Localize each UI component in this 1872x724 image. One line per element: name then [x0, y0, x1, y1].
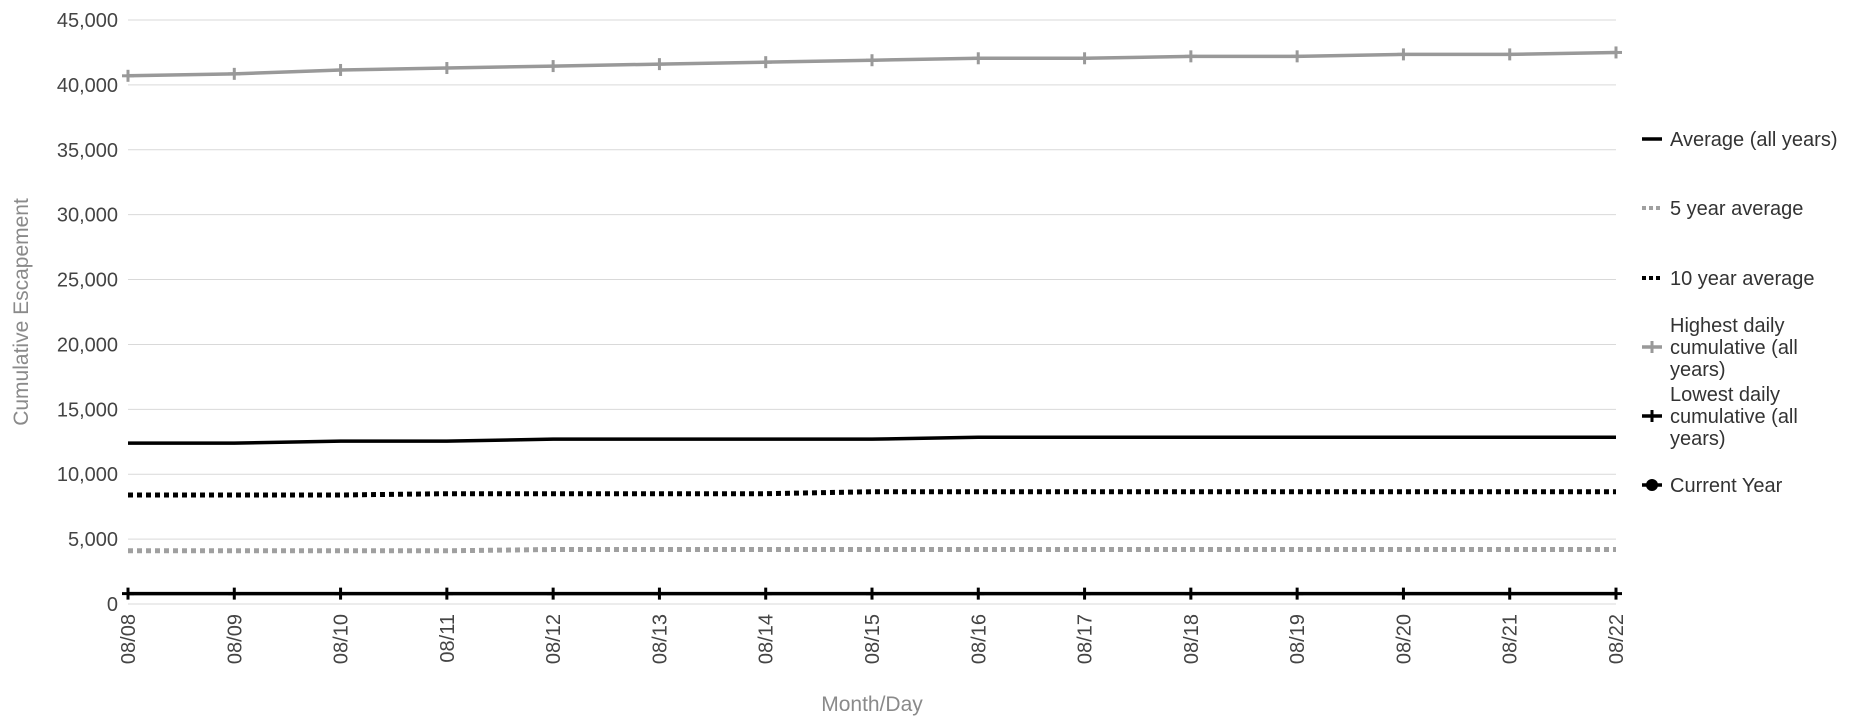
data-point — [759, 56, 772, 69]
x-tick-label: 08/13 — [649, 614, 671, 664]
data-point — [122, 69, 134, 82]
data-point — [653, 587, 666, 600]
data-point — [334, 63, 347, 76]
legend-label: 10 year average — [1670, 268, 1815, 290]
x-tick-label: 08/19 — [1287, 614, 1309, 664]
data-point — [759, 587, 772, 600]
data-point — [1078, 52, 1091, 65]
legend-item: Average (all years) — [1642, 129, 1837, 151]
series — [122, 587, 1622, 600]
data-point — [1184, 50, 1197, 63]
data-point — [1291, 50, 1304, 63]
data-point — [866, 587, 878, 600]
x-tick-label: 08/21 — [1500, 614, 1522, 664]
x-tick-label: 08/10 — [331, 614, 353, 664]
y-tick-label: 0 — [107, 594, 118, 616]
x-axis-title: Month/Day — [821, 693, 923, 716]
legend: Average (all years) 5 year average 10 year… — [1642, 129, 1837, 497]
x-tick-label: 08/16 — [968, 614, 990, 664]
y-tick-label: 15,000 — [57, 399, 118, 421]
y-tick-label: 30,000 — [57, 205, 118, 227]
x-tick-label: 08/20 — [1393, 614, 1415, 664]
series — [128, 435, 1616, 445]
y-tick-label: 10,000 — [57, 464, 118, 486]
data-point — [1078, 587, 1091, 600]
series — [128, 489, 1616, 498]
data-point — [653, 58, 666, 71]
x-tick-label: 08/18 — [1181, 614, 1203, 664]
data-point — [122, 587, 134, 600]
data-point — [1291, 587, 1304, 600]
legend-item: Current Year — [1642, 475, 1783, 497]
legend-item: 10 year average — [1642, 268, 1815, 290]
x-tick-label: 08/12 — [543, 614, 565, 664]
data-point — [1397, 48, 1410, 61]
legend-item: Highest daily cumulative (all years) — [1642, 315, 1798, 381]
legend-item: Lowest daily cumulative (all years) — [1642, 384, 1798, 450]
series-line — [128, 435, 1616, 445]
y-tick-label: 25,000 — [57, 270, 118, 292]
data-point — [440, 62, 453, 75]
data-point — [228, 67, 241, 80]
legend-label: Average (all years) — [1670, 129, 1837, 151]
y-tick-label: 45,000 — [57, 10, 118, 32]
legend-label: Highest daily cumulative (all years) — [1670, 315, 1798, 381]
data-point — [1610, 46, 1622, 59]
series-line — [128, 546, 1616, 554]
data-point — [866, 54, 878, 67]
x-tick-label: 08/17 — [1075, 614, 1097, 664]
data-point — [1646, 341, 1658, 353]
series — [128, 546, 1616, 554]
x-tick-label: 08/22 — [1606, 614, 1628, 664]
data-point — [1503, 48, 1516, 61]
data-point — [1646, 410, 1658, 422]
data-point — [1610, 587, 1622, 600]
y-tick-label: 5,000 — [68, 529, 118, 551]
x-tick-label: 08/08 — [118, 614, 140, 664]
series — [122, 46, 1622, 82]
legend-label: 5 year average — [1670, 198, 1803, 220]
series-line — [128, 489, 1616, 498]
data-point — [547, 587, 560, 600]
y-tick-label: 40,000 — [57, 75, 118, 97]
x-tick-label: 08/09 — [224, 614, 246, 664]
x-tick-label: 08/11 — [437, 614, 459, 663]
data-point — [972, 52, 985, 65]
x-tick-label: 08/15 — [862, 614, 884, 664]
data-point — [440, 587, 453, 600]
data-point — [547, 60, 560, 73]
data-point — [228, 587, 241, 600]
data-point — [1397, 587, 1410, 600]
y-tick-label: 20,000 — [57, 334, 118, 356]
gridlines — [128, 19, 1616, 605]
legend-label: Lowest daily cumulative (all years) — [1670, 384, 1798, 450]
legend-label: Current Year — [1670, 475, 1783, 497]
y-tick-label: 35,000 — [57, 140, 118, 162]
data-point — [1503, 587, 1516, 600]
data-point — [1184, 587, 1197, 600]
y-axis-ticks: 0 5,000 10,000 15,000 20,000 25,000 30,000 35,0… — [57, 10, 118, 616]
data-point — [972, 587, 985, 600]
legend-item: 5 year average — [1642, 198, 1803, 220]
data-point — [1646, 479, 1658, 491]
series-layer — [122, 46, 1622, 600]
x-tick-label: 08/14 — [756, 614, 778, 664]
x-axis-ticks: 08/08 08/09 08/10 08/11 08/12 08/13 08/14 08/15… — [118, 614, 1628, 664]
data-point — [334, 587, 347, 600]
y-axis-title: Cumulative Escapement — [10, 198, 33, 426]
